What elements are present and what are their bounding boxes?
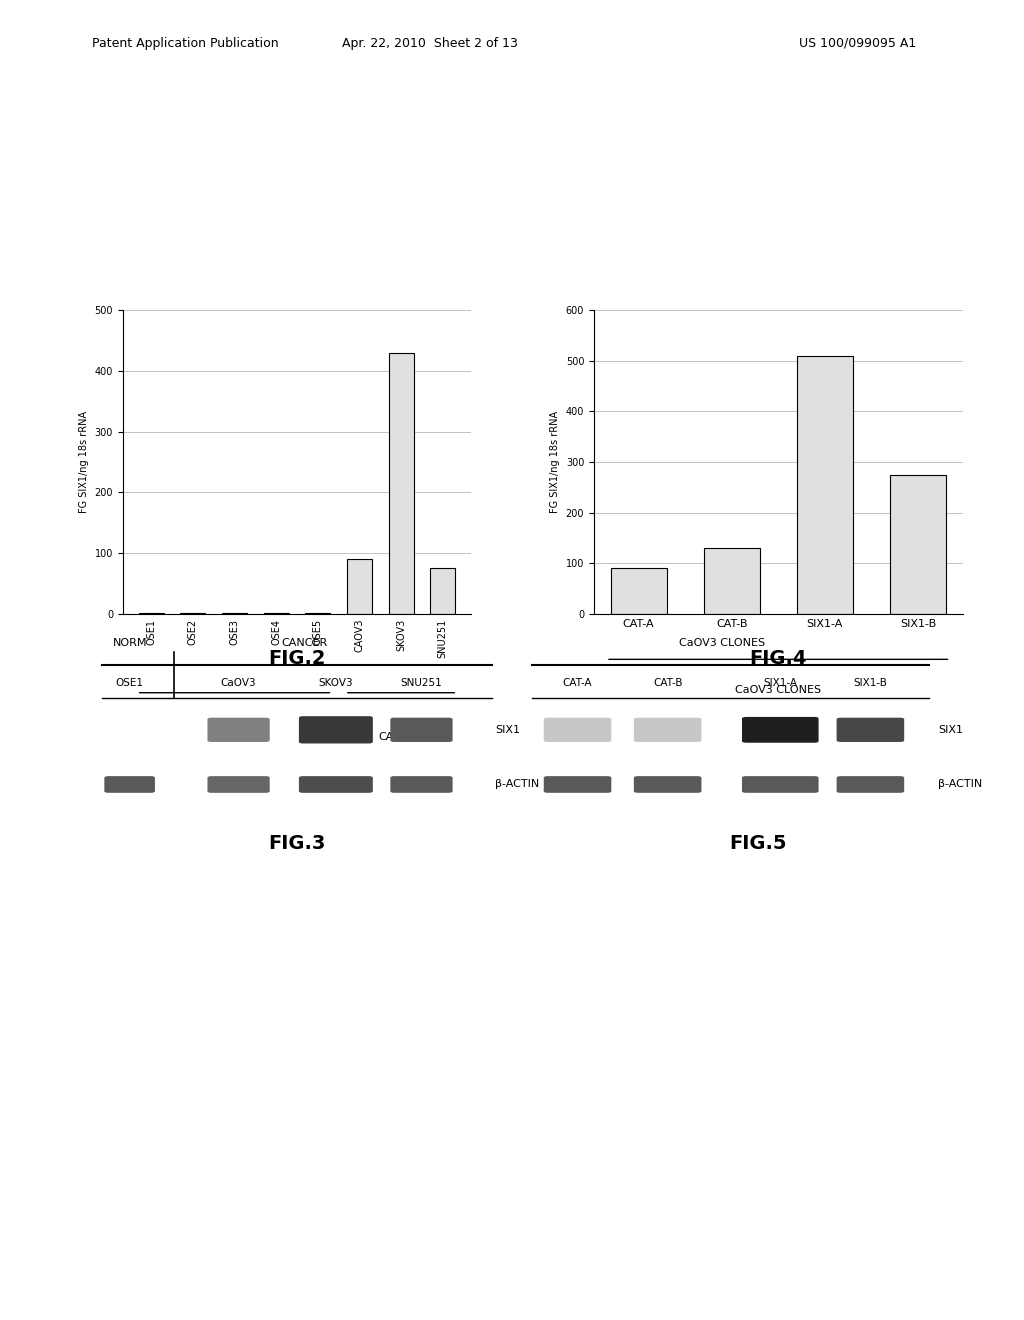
Text: US 100/099095 A1: US 100/099095 A1 <box>799 37 916 50</box>
FancyBboxPatch shape <box>299 776 373 793</box>
Text: NORM: NORM <box>113 638 146 648</box>
Text: β-ACTIN: β-ACTIN <box>496 780 540 789</box>
FancyBboxPatch shape <box>208 718 269 742</box>
FancyBboxPatch shape <box>390 718 453 742</box>
Text: SIX1: SIX1 <box>938 725 963 735</box>
FancyBboxPatch shape <box>837 776 904 793</box>
Text: SIX1-B: SIX1-B <box>853 678 888 688</box>
Text: SIX1: SIX1 <box>496 725 520 735</box>
Text: Apr. 22, 2010  Sheet 2 of 13: Apr. 22, 2010 Sheet 2 of 13 <box>342 37 518 50</box>
FancyBboxPatch shape <box>742 776 818 793</box>
Text: FIG.4: FIG.4 <box>750 649 807 668</box>
FancyBboxPatch shape <box>208 776 269 793</box>
Text: FIG.3: FIG.3 <box>268 834 326 853</box>
Text: SNU251: SNU251 <box>400 678 442 688</box>
Bar <box>890 475 946 614</box>
Text: NORM: NORM <box>217 733 252 742</box>
Text: CAT-A: CAT-A <box>563 678 592 688</box>
Y-axis label: FG SIX1/ng 18s rRNA: FG SIX1/ng 18s rRNA <box>550 411 560 513</box>
Text: CaOV3: CaOV3 <box>221 678 256 688</box>
Y-axis label: FG SIX1/ng 18s rRNA: FG SIX1/ng 18s rRNA <box>79 411 89 513</box>
FancyBboxPatch shape <box>544 776 611 793</box>
FancyBboxPatch shape <box>390 776 453 793</box>
Bar <box>610 568 667 614</box>
Text: CANCER: CANCER <box>282 638 328 648</box>
FancyBboxPatch shape <box>104 776 155 793</box>
Text: FIG.2: FIG.2 <box>268 649 326 668</box>
FancyBboxPatch shape <box>299 717 373 743</box>
Text: CAT-B: CAT-B <box>653 678 682 688</box>
Text: FIG.5: FIG.5 <box>729 834 786 853</box>
Text: CANCER: CANCER <box>378 733 424 742</box>
Text: SKOV3: SKOV3 <box>318 678 353 688</box>
Text: β-ACTIN: β-ACTIN <box>938 780 982 789</box>
Text: SIX1-A: SIX1-A <box>763 678 798 688</box>
Text: Patent Application Publication: Patent Application Publication <box>92 37 279 50</box>
Text: CaOV3 CLONES: CaOV3 CLONES <box>735 685 821 694</box>
Bar <box>347 560 372 614</box>
Bar <box>388 352 414 614</box>
Text: CaOV3 CLONES: CaOV3 CLONES <box>679 638 765 648</box>
FancyBboxPatch shape <box>742 717 818 743</box>
Bar <box>430 568 456 614</box>
FancyBboxPatch shape <box>837 718 904 742</box>
Bar <box>797 355 853 614</box>
Bar <box>703 548 760 614</box>
FancyBboxPatch shape <box>544 718 611 742</box>
Text: OSE1: OSE1 <box>116 678 143 688</box>
FancyBboxPatch shape <box>634 776 701 793</box>
FancyBboxPatch shape <box>634 718 701 742</box>
